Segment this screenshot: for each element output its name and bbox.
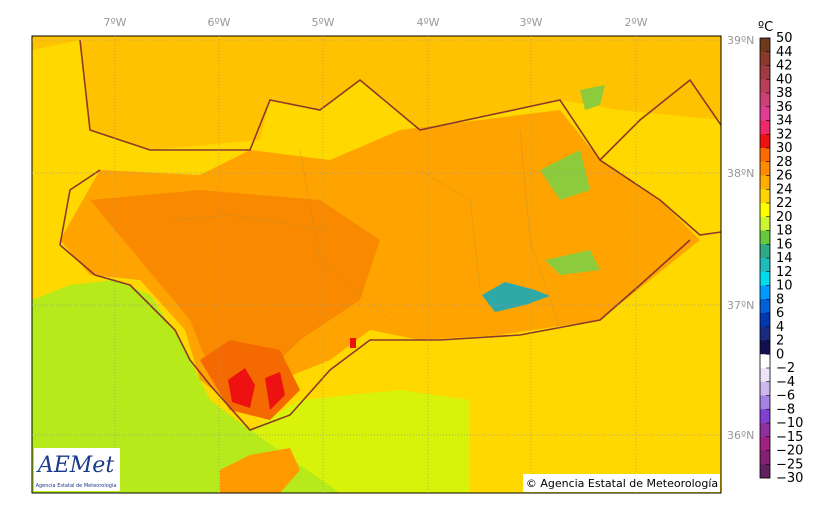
colorbar-label: 30 (776, 141, 793, 156)
colorbar-label: 28 (776, 155, 793, 170)
colorbar-segment (760, 285, 770, 300)
colorbar-unit: ºC (758, 20, 773, 35)
colorbar-segment (760, 299, 770, 314)
colorbar-label: 20 (776, 210, 793, 225)
colorbar-label: 26 (776, 169, 793, 184)
colorbar-label: 8 (776, 292, 784, 307)
colorbar-label: 14 (776, 251, 793, 266)
colorbar-label: 6 (776, 306, 784, 321)
colorbar-segment (760, 409, 770, 424)
colorbar-segment (760, 464, 770, 479)
colorbar-segment (760, 51, 770, 66)
colorbar-segment (760, 271, 770, 286)
colorbar-label: −15 (776, 430, 803, 445)
colorbar-segment (760, 381, 770, 396)
colorbar-segment (760, 65, 770, 80)
colorbar-segment (760, 423, 770, 438)
colorbar-label: 38 (776, 86, 793, 101)
colorbar-segment (760, 134, 770, 149)
lon-label: 2ºW (624, 16, 647, 29)
colorbar-segment (760, 120, 770, 135)
colorbar-label: −2 (776, 361, 795, 376)
logo-subtitle: Agencia Estatal de Meteorología (36, 482, 117, 489)
colorbar-segment (760, 189, 770, 204)
logo: AEMet Agencia Estatal de Meteorología (34, 448, 120, 491)
colorbar-segment (760, 450, 770, 465)
logo-name: AEMet (36, 453, 114, 478)
colorbar-segment (760, 216, 770, 231)
colorbar-label: −6 (776, 389, 795, 404)
colorbar-segment (760, 38, 770, 53)
colorbar-segment (760, 79, 770, 94)
colorbar-segment (760, 354, 770, 369)
colorbar-label: −10 (776, 416, 803, 431)
colorbar-label: 32 (776, 127, 793, 142)
colorbar-label: 10 (776, 279, 793, 294)
colorbar-segment (760, 258, 770, 273)
colorbar-segment (760, 106, 770, 121)
colorbar-label: 16 (776, 237, 793, 252)
lon-label: 7ºW (103, 16, 126, 29)
map-area (32, 36, 721, 493)
colorbar-label: −20 (776, 444, 803, 459)
colorbar-label: 22 (776, 196, 793, 211)
colorbar-segment (760, 161, 770, 176)
colorbar-label: 18 (776, 224, 793, 239)
colorbar-label: −25 (776, 457, 803, 472)
colorbar-segment (760, 395, 770, 410)
colorbar-label: 24 (776, 182, 793, 197)
lat-label: 36ºN (727, 429, 754, 442)
colorbar-segment (760, 175, 770, 190)
colorbar-segment (760, 340, 770, 355)
colorbar-label: 50 (776, 31, 793, 46)
colorbar-label: 40 (776, 72, 793, 87)
colorbar-segment (760, 148, 770, 163)
colorbar-label: −8 (776, 402, 795, 417)
colorbar-label: 36 (776, 100, 793, 115)
colorbar-label: 42 (776, 59, 793, 74)
colorbar-segment (760, 203, 770, 218)
colorbar-segment (760, 436, 770, 451)
lat-label: 39ºN (727, 34, 754, 47)
colorbar-label: 34 (776, 114, 793, 129)
colorbar-label: 0 (776, 347, 784, 362)
colorbar-segment (760, 230, 770, 245)
colorbar-label: −30 (776, 471, 803, 486)
lon-label: 6ºW (207, 16, 230, 29)
colorbar-label: 2 (776, 334, 784, 349)
colorbar-segment (760, 244, 770, 259)
lon-label: 5ºW (311, 16, 334, 29)
lat-label: 38ºN (727, 167, 754, 180)
colorbar-label: −4 (776, 375, 795, 390)
colorbar-segment (760, 326, 770, 341)
lat-label: 37ºN (727, 299, 754, 312)
colorbar-segment (760, 313, 770, 328)
lon-label: 3ºW (519, 16, 542, 29)
colorbar-label: 44 (776, 45, 793, 60)
colorbar-label: 4 (776, 320, 784, 335)
credit: © Agencia Estatal de Meteorología (526, 477, 718, 490)
map-frame (31, 35, 722, 494)
lon-label: 4ºW (416, 16, 439, 29)
colorbar-segment (760, 368, 770, 383)
colorbar-label: 12 (776, 265, 793, 280)
colorbar-segment (760, 93, 770, 108)
